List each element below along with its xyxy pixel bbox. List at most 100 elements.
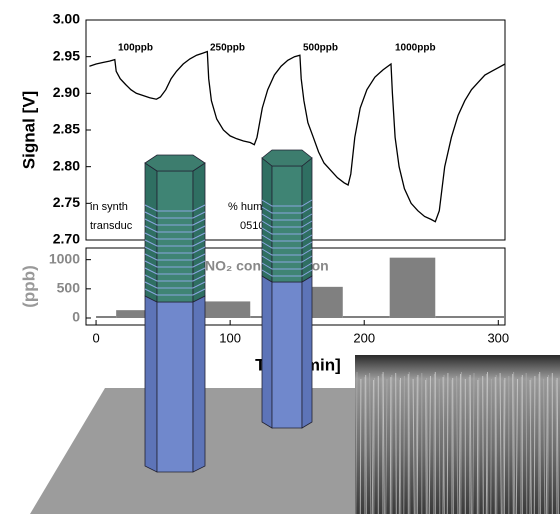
sem-rod xyxy=(398,377,401,514)
y-tick-label: 1000 xyxy=(49,250,80,266)
rod-blue-front xyxy=(271,281,303,429)
sem-rod xyxy=(382,371,385,514)
y-axis-label: (ppb) xyxy=(19,265,38,307)
sem-rod xyxy=(529,377,532,514)
rod-stripe xyxy=(144,274,206,282)
rod-blue-left xyxy=(144,295,158,473)
y-tick-label: 3.00 xyxy=(53,11,80,27)
annotation: 1000ppb xyxy=(395,43,436,54)
sem-rod xyxy=(520,376,522,514)
sem-rod xyxy=(373,377,375,514)
rod-blue-right xyxy=(301,275,313,429)
sem-rod xyxy=(428,375,431,514)
sem-rod xyxy=(533,375,536,514)
annotation: 100ppb xyxy=(118,43,153,54)
rod-stripe xyxy=(144,211,206,219)
rod-stripe xyxy=(261,220,313,228)
y-tick-label: 0 xyxy=(72,309,80,325)
sem-rod xyxy=(468,376,471,514)
nanorod xyxy=(261,149,313,429)
sem-rod xyxy=(408,371,411,514)
y-tick-label: 2.80 xyxy=(53,157,80,173)
sem-rod xyxy=(403,375,405,514)
sem-rod xyxy=(415,376,418,514)
sem-rod xyxy=(556,377,559,514)
y-tick-label: 500 xyxy=(57,280,81,296)
sem-rod xyxy=(547,374,549,514)
rod-stripe xyxy=(144,218,206,226)
rod-stripe xyxy=(261,206,313,214)
sem-rod xyxy=(442,374,445,514)
sem-rod xyxy=(543,378,546,514)
rod-stripe xyxy=(261,255,313,263)
rod-stripe xyxy=(261,269,313,277)
sem-rod xyxy=(545,376,548,514)
rod-green-front xyxy=(271,165,303,283)
sem-rod xyxy=(438,378,441,514)
sem-rod xyxy=(426,377,429,514)
sem-rod xyxy=(389,376,392,514)
sem-rod xyxy=(472,372,475,514)
y-tick-label: 2.95 xyxy=(53,47,80,63)
note: transduc xyxy=(90,220,133,232)
bar xyxy=(96,316,117,318)
y-axis-label: Signal [V] xyxy=(19,91,38,169)
sem-rods xyxy=(355,371,559,514)
bar xyxy=(342,316,390,318)
rod-stripe xyxy=(261,248,313,256)
sem-rod xyxy=(525,372,528,514)
sem-rod xyxy=(502,379,505,514)
x-tick-label: 200 xyxy=(353,330,375,345)
y-tick-label: 2.70 xyxy=(53,231,80,247)
sem-rod xyxy=(503,377,506,514)
rod-stripe xyxy=(144,267,206,275)
rod-stripe xyxy=(144,239,206,247)
rod-stripe xyxy=(144,260,206,268)
rod-stripe xyxy=(261,262,313,270)
signal-line xyxy=(89,50,506,223)
scene xyxy=(30,149,560,514)
sem-rod xyxy=(452,377,454,514)
rod-green-right xyxy=(192,162,206,303)
sem-rod xyxy=(512,373,514,514)
y-tick-label: 2.85 xyxy=(53,121,80,137)
rod-blue-right xyxy=(192,295,206,473)
sem-rod xyxy=(555,379,558,514)
rod-stripe xyxy=(144,232,206,240)
rod-stripe xyxy=(144,246,206,254)
annotation: 500ppb xyxy=(303,43,338,54)
rod-stripe xyxy=(144,225,206,233)
rod-blue-front xyxy=(156,301,194,473)
charts: 2.70 2.75 2.80 2.85 2.90 2.95 3.00 100ppb 250ppb… xyxy=(19,11,509,375)
sem-rod xyxy=(495,374,498,514)
rod-stripe xyxy=(261,241,313,249)
bar xyxy=(204,301,251,318)
annotation: 250ppb xyxy=(210,43,245,54)
sem-rod xyxy=(416,374,419,514)
rod-stripe xyxy=(261,227,313,235)
rod-blue-left xyxy=(261,275,273,429)
rod-stripe xyxy=(144,204,206,212)
rod-stripe xyxy=(261,213,313,221)
y-tick-label: 2.90 xyxy=(53,84,80,100)
x-tick-label: 300 xyxy=(487,330,509,345)
sem-rod xyxy=(381,373,384,514)
rod-stripe xyxy=(261,199,313,207)
bar xyxy=(389,257,436,318)
rod-top xyxy=(261,149,313,167)
sem-rod xyxy=(515,378,518,514)
rod-green-left xyxy=(144,162,158,303)
sem-rod xyxy=(485,371,488,514)
bar xyxy=(435,316,505,318)
rod-stripe xyxy=(144,281,206,289)
sem-rod xyxy=(482,375,484,514)
sem-rod xyxy=(460,371,462,514)
note: 0510 xyxy=(240,220,264,232)
sem-rod xyxy=(395,372,397,514)
sem-rod xyxy=(469,374,472,514)
bar xyxy=(116,310,150,318)
sem-rod xyxy=(499,372,502,514)
sem-rod xyxy=(385,378,388,514)
sem-rod xyxy=(365,374,367,514)
